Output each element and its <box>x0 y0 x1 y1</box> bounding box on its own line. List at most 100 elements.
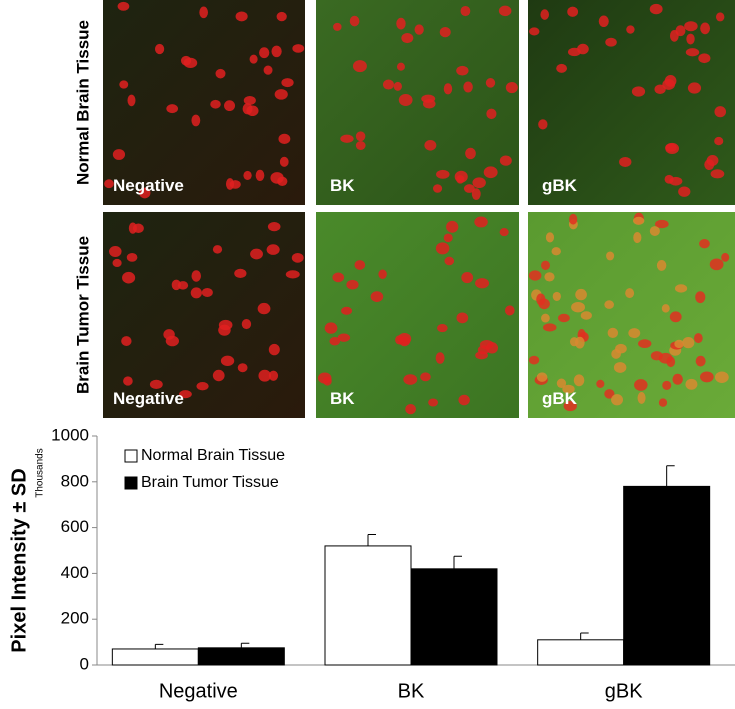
nucleus <box>180 55 192 66</box>
nucleus <box>650 351 663 361</box>
nucleus <box>632 216 645 225</box>
nucleus <box>615 343 627 354</box>
nucleus <box>421 94 436 103</box>
nucleus <box>119 80 129 89</box>
nucleus <box>424 140 437 151</box>
nucleus <box>649 3 663 15</box>
nucleus <box>225 178 235 190</box>
nucleus <box>528 270 542 281</box>
nucleus <box>179 390 192 399</box>
nucleus <box>662 380 672 390</box>
panel-label: Negative <box>113 176 184 195</box>
nucleus <box>414 24 424 35</box>
nucleus <box>475 278 490 289</box>
bar <box>623 485 711 666</box>
nucleus <box>122 271 136 284</box>
nucleus <box>619 156 632 167</box>
nucleus <box>191 114 201 127</box>
nucleus <box>638 339 652 349</box>
legend-swatch <box>124 449 138 463</box>
nucleus <box>685 378 698 390</box>
nucleus <box>611 394 624 406</box>
nucleus <box>212 369 225 382</box>
nucleus <box>266 244 280 255</box>
x-tick-label: Negative <box>159 680 238 702</box>
y-tick-label: 400 <box>61 563 89 582</box>
nucleus <box>443 83 453 95</box>
nucleus <box>665 143 677 152</box>
nucleus <box>257 302 271 315</box>
nucleus <box>215 68 226 79</box>
nucleus <box>669 311 682 323</box>
nucleus <box>405 403 416 415</box>
panel-label: Negative <box>113 389 184 408</box>
nucleus <box>544 272 555 282</box>
nucleus <box>637 392 646 404</box>
panel-label: gBK <box>542 389 578 408</box>
nucleus <box>625 288 635 299</box>
nucleus <box>341 306 353 315</box>
nucleus <box>699 238 710 249</box>
nucleus <box>154 43 165 55</box>
nucleus <box>669 29 679 42</box>
nucleus <box>574 336 585 349</box>
nucleus <box>267 221 281 232</box>
nucleus <box>664 74 677 87</box>
nucleus <box>695 291 706 304</box>
nucleus <box>714 136 724 146</box>
nucleus <box>656 260 667 271</box>
nucleus <box>249 54 258 64</box>
nucleus <box>104 179 114 189</box>
nucleus <box>279 156 289 167</box>
nucleus <box>378 269 387 279</box>
nucleus <box>540 9 550 20</box>
nucleus <box>401 33 414 44</box>
nucleus <box>571 301 586 313</box>
y-tick-label: 0 <box>80 654 89 673</box>
nucleus <box>686 33 695 45</box>
nucleus <box>672 373 683 385</box>
nucleus <box>250 248 263 260</box>
y-tick-label: 600 <box>61 517 89 536</box>
nucleus <box>538 119 548 130</box>
nucleus <box>439 27 451 38</box>
nucleus <box>165 335 179 347</box>
nucleus <box>456 312 469 324</box>
nucleus <box>292 44 305 53</box>
nucleus <box>634 379 648 391</box>
nucleus <box>567 6 579 17</box>
nucleus <box>458 394 470 406</box>
nucleus <box>558 313 570 323</box>
nucleus <box>472 177 486 189</box>
nucleus <box>475 351 488 360</box>
nucleus <box>420 372 431 382</box>
nucleus <box>700 371 714 383</box>
nucleus <box>552 291 561 301</box>
nucleus <box>436 169 450 179</box>
nucleus <box>241 318 252 330</box>
nucleus <box>666 356 676 368</box>
nucleus <box>598 15 609 28</box>
nucleus <box>403 374 418 385</box>
nucleus <box>354 260 366 270</box>
nucleus <box>698 53 711 64</box>
bar <box>537 639 625 666</box>
nucleus <box>333 22 342 31</box>
nucleus <box>278 133 291 145</box>
nucleus <box>382 79 394 90</box>
nucleus <box>139 187 151 199</box>
micrograph <box>316 212 519 418</box>
nucleus <box>291 253 304 263</box>
nucleus <box>435 242 450 255</box>
nucleus <box>332 272 345 283</box>
nucleus <box>649 226 660 236</box>
nucleus <box>243 170 252 180</box>
nucleus <box>631 86 646 97</box>
nucleus <box>340 134 354 143</box>
nucleus <box>324 322 338 334</box>
nucleus <box>700 22 711 35</box>
nucleus <box>658 398 668 407</box>
error-bar <box>453 555 462 569</box>
bar <box>410 568 498 666</box>
